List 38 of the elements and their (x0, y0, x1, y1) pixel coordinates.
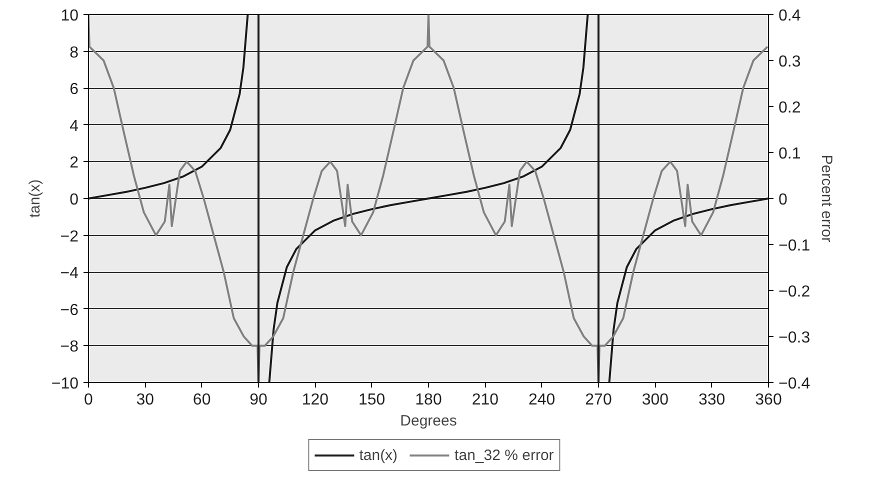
y2-tick-label: −0.3 (778, 330, 810, 346)
y-tick-label: −6 (60, 302, 79, 319)
legend-label: tan_32 % error (454, 446, 554, 464)
x-tick-label: 30 (136, 392, 154, 408)
x-tick-label: 360 (755, 392, 782, 408)
y-tick-label: 8 (70, 44, 79, 62)
y2-tick-label: 0.4 (778, 8, 801, 24)
y2-tick-label: 0.1 (778, 146, 801, 162)
y2-tick-label: 0 (778, 192, 788, 208)
y-tick-label: −8 (60, 338, 79, 356)
x-tick-label: 180 (415, 392, 442, 408)
x-tick-label: 300 (642, 392, 669, 408)
x-tick-label: 240 (528, 392, 556, 408)
x-tick-label: 60 (192, 392, 211, 408)
x-tick-label: 330 (698, 392, 726, 408)
y-tick-label: 0 (70, 192, 79, 208)
x-tick-label: 120 (302, 392, 329, 408)
x-tick-label: 210 (472, 392, 499, 408)
y-tick-label: −4 (60, 265, 79, 282)
x-tick-label: 270 (585, 392, 612, 408)
y2-tick-label: −0.1 (778, 238, 810, 254)
y-axis-title: tan(x) (26, 179, 44, 218)
y2-axis-title: Percent error (818, 154, 836, 242)
x-axis-title: Degrees (400, 412, 457, 430)
y2-tick-label: −0.2 (778, 284, 810, 300)
y-tick-label: −2 (60, 228, 79, 246)
y-tick-label: 2 (70, 154, 79, 172)
y2-tick-label: 0.3 (778, 54, 801, 70)
y-tick-label: 6 (70, 81, 79, 98)
x-tick-label: 90 (250, 392, 268, 408)
x-tick-label: 150 (358, 392, 386, 408)
y-tick-label: −10 (51, 376, 79, 392)
x-tick-label: 0 (84, 392, 94, 408)
y2-tick-label: 0.2 (778, 100, 801, 116)
y-tick-label: 10 (60, 8, 79, 24)
y2-tick-label: −0.4 (778, 376, 810, 392)
legend-label: tan(x) (359, 446, 398, 464)
y-tick-label: 4 (70, 118, 79, 135)
